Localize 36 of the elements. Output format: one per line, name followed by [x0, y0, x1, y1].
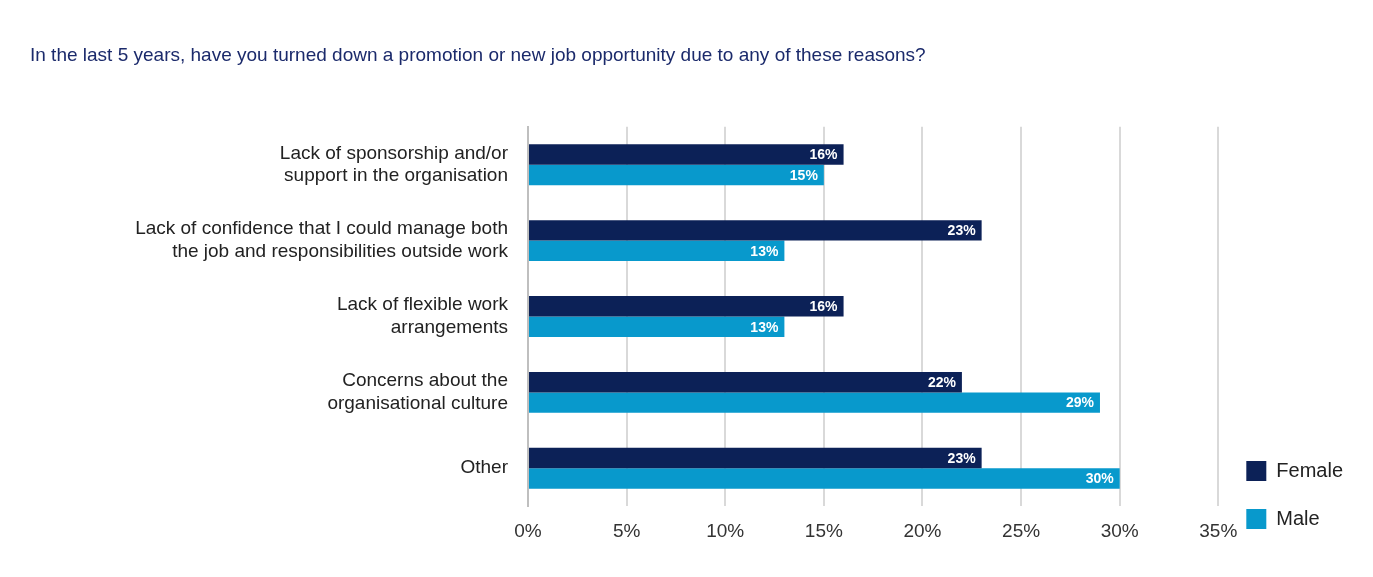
x-tick-label: 30%	[1100, 519, 1139, 541]
legend-label: Male	[1276, 506, 1320, 529]
bar	[529, 164, 824, 186]
bar	[529, 316, 785, 337]
bar	[529, 371, 962, 393]
data-label: 16%	[809, 146, 839, 163]
y-tick-label: Concerns about the organisational culture	[327, 369, 508, 414]
data-label: 30%	[1085, 470, 1115, 487]
bar	[529, 144, 844, 165]
x-tick-label: 5%	[612, 519, 641, 541]
y-tick-label: Lack of sponsorship and/or support in the organisation	[279, 141, 509, 186]
x-tick-label: 0%	[514, 519, 542, 541]
bar	[529, 220, 982, 241]
chart-title: In the last 5 years, have you turned down a promotion or new job opportunity due to any of these reasons?	[30, 43, 926, 65]
y-tick-label: Lack of confidence that I could manage both the job and responsibilities outside work	[135, 217, 509, 262]
legend-label: Female	[1276, 458, 1344, 481]
bar	[529, 296, 844, 317]
y-tick-label: Other	[460, 456, 509, 478]
data-label: 13%	[750, 318, 779, 335]
data-label: 13%	[750, 242, 779, 259]
bar	[529, 240, 785, 262]
data-label: 23%	[947, 449, 977, 466]
x-tick-label: 25%	[1002, 519, 1041, 541]
bar	[529, 447, 982, 469]
x-tick-label: 10%	[706, 519, 745, 541]
x-tick-label: 15%	[804, 519, 843, 541]
x-tick-label: 35%	[1199, 519, 1238, 541]
bar	[529, 392, 1100, 413]
data-label: 15%	[789, 166, 819, 183]
data-label: 29%	[1065, 394, 1095, 411]
data-label: 16%	[809, 298, 839, 315]
data-label: 22%	[927, 374, 957, 390]
y-tick-label: Lack of flexible work arrangements	[336, 293, 509, 338]
data-label: 23%	[947, 222, 977, 239]
x-tick-label: 20%	[903, 519, 942, 541]
bar	[529, 468, 1120, 489]
